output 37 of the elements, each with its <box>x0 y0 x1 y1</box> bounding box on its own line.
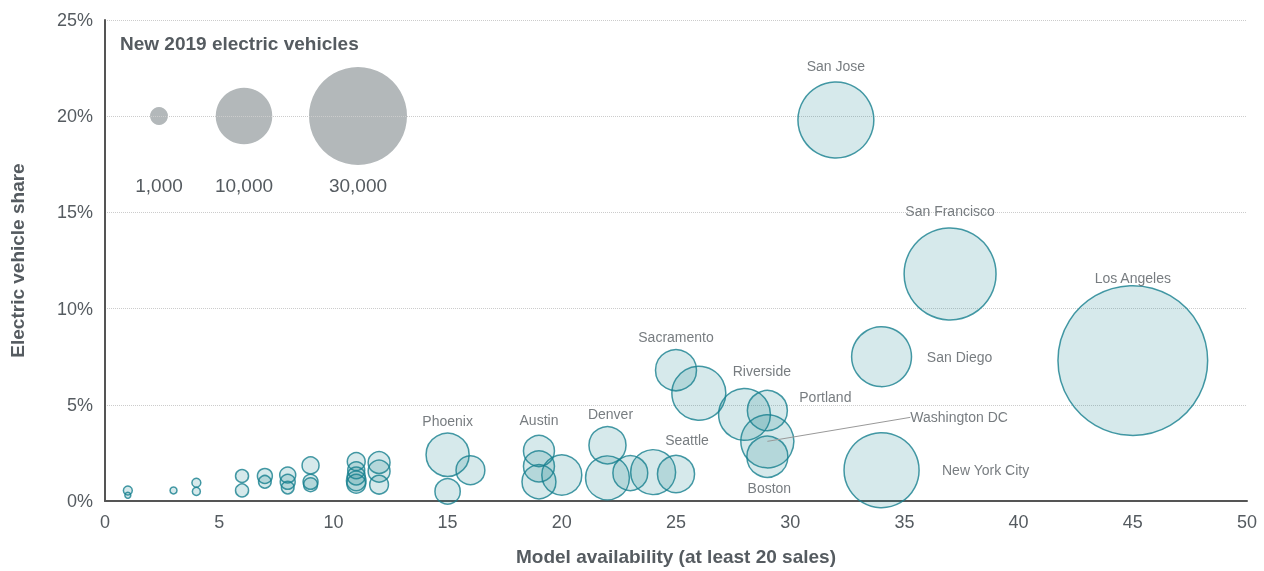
x-tick-label: 25 <box>665 512 687 532</box>
x-tick-label: 0 <box>99 512 111 532</box>
annotation: Seattle <box>665 432 709 449</box>
annotation: Austin <box>519 411 559 428</box>
x-tick-label: 20 <box>551 512 572 532</box>
x-tick-label: 5 <box>214 512 225 532</box>
x-tick-label: 10 <box>323 512 344 532</box>
y-tick-label: 5% <box>66 394 93 415</box>
x-tick-label: 50 <box>1236 512 1258 532</box>
x-axis-title: Model availability (at least 20 sales) <box>516 546 836 567</box>
annotation: New York City <box>941 462 1030 479</box>
annotation: Washington DC <box>910 409 1008 426</box>
annotation: Denver <box>587 406 634 423</box>
annotation: San Jose <box>806 58 866 75</box>
annotation: Phoenix <box>422 412 473 429</box>
legend-label: 30,000 <box>328 174 388 196</box>
legend-label: 1,000 <box>135 174 183 196</box>
x-tick-label: 15 <box>437 512 458 532</box>
annotation: Boston <box>747 479 792 496</box>
annotation: Los Angeles <box>1094 269 1171 286</box>
x-tick-label: 40 <box>1008 512 1029 532</box>
x-tick-label: 30 <box>780 512 801 532</box>
legend-title: New 2019 electric vehicles <box>120 33 359 54</box>
y-axis-title: Electric vehicle share <box>7 163 28 358</box>
y-tick-label: 0% <box>66 491 93 511</box>
annotation: Riverside <box>732 363 792 380</box>
annotation: Sacramento <box>638 329 714 346</box>
y-tick-label: 10% <box>56 298 93 319</box>
y-tick-label: 20% <box>56 106 93 127</box>
y-tick-label: 15% <box>56 202 93 223</box>
legend-label: 10,000 <box>214 174 274 196</box>
y-tick-label: 25% <box>56 10 93 30</box>
annotation: San Diego <box>926 348 993 365</box>
x-tick-label: 35 <box>894 512 915 532</box>
annotation: San Francisco <box>905 202 996 219</box>
annotation: Portland <box>799 388 852 405</box>
x-tick-label: 45 <box>1122 512 1143 532</box>
